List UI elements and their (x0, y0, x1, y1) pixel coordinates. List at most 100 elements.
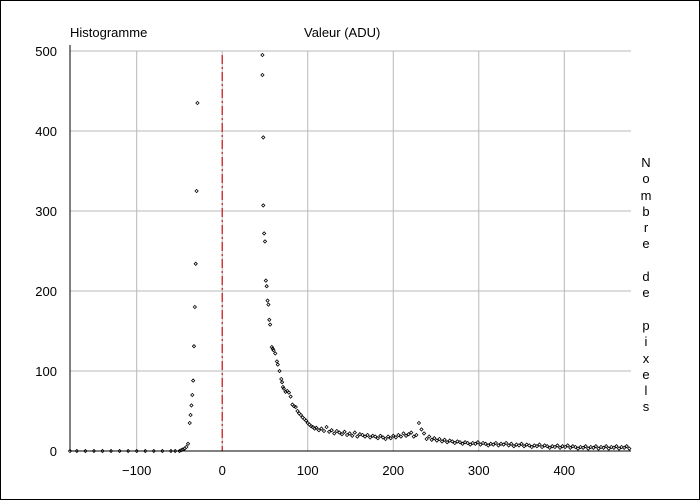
data-point (365, 432, 370, 438)
data-point (555, 443, 560, 448)
data-point (483, 441, 488, 446)
x-tick: 200 (382, 463, 404, 478)
data-point (565, 443, 570, 448)
data-point (347, 431, 352, 436)
data-point (552, 444, 558, 450)
y-tick-label: 400 (35, 124, 57, 139)
data-point (575, 446, 581, 451)
data-point (503, 440, 509, 446)
x-tick-label: −100 (122, 463, 151, 478)
data-point (295, 408, 300, 414)
data-point (189, 403, 194, 408)
data-point (261, 135, 266, 140)
data-point (319, 426, 324, 431)
data-point (260, 72, 265, 78)
y-tick-label: 100 (35, 364, 57, 379)
data-point (437, 436, 442, 442)
data-points (67, 52, 632, 454)
data-point (187, 420, 192, 426)
x-tick: 0 (219, 463, 226, 478)
y-tick: 0 (50, 444, 57, 459)
data-point (429, 437, 434, 442)
y-tick: 500 (35, 44, 57, 59)
data-point (601, 445, 606, 450)
data-point (303, 418, 309, 423)
data-point (326, 429, 332, 434)
data-point (279, 376, 284, 382)
data-point (534, 444, 540, 449)
data-point (375, 436, 381, 441)
data-point (190, 378, 196, 383)
tick-labels: −100 0 100 200 300 400 0 100 200 300 400 500 (35, 44, 575, 478)
data-point (339, 432, 345, 437)
data-point (614, 444, 619, 449)
data-point (314, 425, 319, 430)
y-tick: 100 (35, 364, 57, 379)
data-point (194, 188, 199, 194)
data-point (568, 445, 573, 450)
data-point (188, 412, 193, 418)
data-point (432, 436, 437, 441)
data-point (385, 434, 391, 439)
data-point (547, 445, 552, 450)
data-point (393, 435, 398, 440)
data-point (281, 386, 286, 391)
data-point (439, 439, 445, 444)
data-point (473, 441, 478, 446)
data-point (419, 427, 424, 432)
data-point (316, 428, 322, 433)
data-point (262, 239, 268, 244)
data-point (190, 392, 195, 398)
x-tick-label: 400 (553, 463, 575, 478)
data-point (460, 441, 465, 446)
y-tick: 400 (35, 124, 57, 139)
data-point (537, 442, 542, 447)
data-point (396, 432, 401, 438)
data-point (627, 446, 632, 451)
data-point (277, 368, 282, 374)
data-point (450, 439, 455, 444)
x-tick-label: 0 (219, 463, 226, 478)
data-point (511, 444, 517, 449)
data-point (596, 446, 601, 451)
data-point (362, 434, 368, 439)
data-point (193, 261, 198, 266)
x-axis-label: Valeur (ADU) (304, 25, 381, 40)
data-point (332, 431, 337, 436)
data-point (279, 380, 285, 385)
data-point (457, 440, 463, 445)
data-point (604, 444, 609, 449)
x-tick-label: 300 (468, 463, 490, 478)
data-point (342, 429, 347, 434)
data-point (516, 443, 522, 448)
data-point (275, 362, 280, 367)
x-tick: 100 (297, 463, 319, 478)
data-point (344, 432, 350, 438)
x-tick-label: 200 (382, 463, 404, 478)
data-point (283, 389, 288, 394)
data-point (337, 430, 342, 435)
data-point (468, 442, 473, 447)
data-point (185, 441, 191, 446)
data-point (260, 52, 265, 58)
data-point (273, 351, 278, 356)
data-point (383, 436, 388, 442)
data-point (373, 434, 378, 439)
data-point (539, 444, 545, 450)
data-point (521, 444, 527, 449)
data-point (586, 446, 591, 451)
data-point (424, 436, 429, 442)
y-tick-label: 200 (35, 284, 57, 299)
data-point (368, 435, 373, 440)
data-point (261, 231, 267, 236)
data-point (491, 442, 496, 447)
grid (70, 50, 631, 452)
x-tick: 400 (553, 463, 575, 478)
data-point (264, 284, 269, 289)
data-point (562, 444, 568, 450)
data-point (442, 437, 447, 442)
data-point (465, 440, 470, 446)
data-point (391, 433, 396, 438)
x-tick: −100 (122, 463, 151, 478)
